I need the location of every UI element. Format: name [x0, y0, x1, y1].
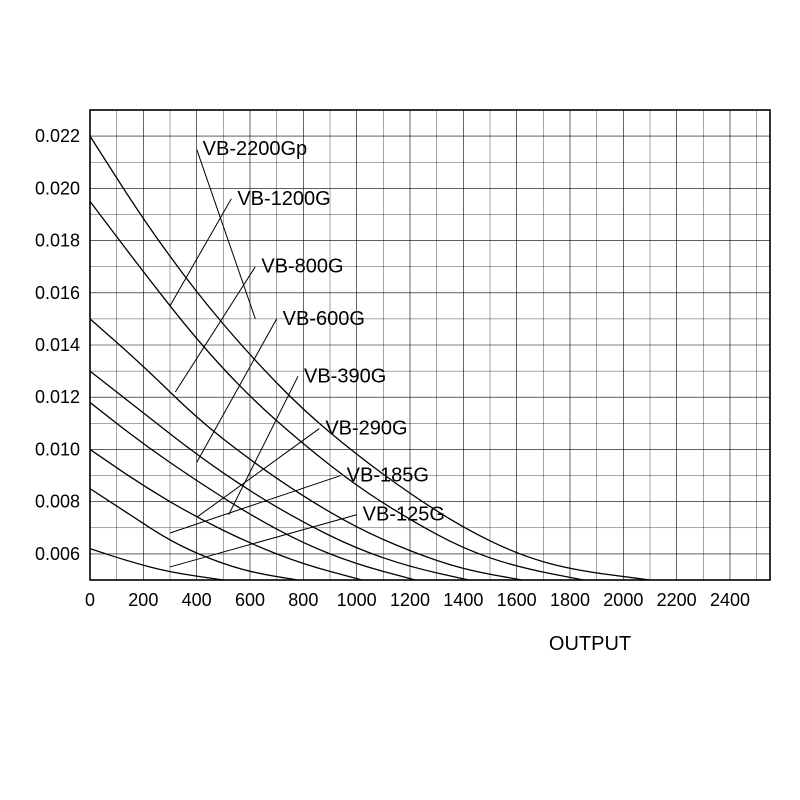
x-tick-label: 2200 [657, 590, 697, 610]
series-label: VB-600G [283, 308, 365, 330]
leader-VB-185G [170, 476, 341, 533]
x-tick-label: 1800 [550, 590, 590, 610]
y-tick-label: 0.020 [35, 178, 80, 198]
y-tick-label: 0.022 [35, 126, 80, 146]
x-tick-label: 600 [235, 590, 265, 610]
curve-VB-185G [90, 489, 298, 580]
x-tick-label: 1000 [337, 590, 377, 610]
x-tick-label: 0 [85, 590, 95, 610]
x-tick-label: 400 [182, 590, 212, 610]
series-label: VB-2200Gp [203, 138, 308, 160]
x-tick-label: 1600 [497, 590, 537, 610]
x-tick-label: 1200 [390, 590, 430, 610]
curve-VB-125G [90, 549, 223, 580]
y-tick-label: 0.006 [35, 544, 80, 564]
series-label: VB-1200G [237, 188, 330, 210]
leader-VB-290G [197, 429, 320, 518]
x-tick-label: 1400 [443, 590, 483, 610]
x-tick-label: 200 [128, 590, 158, 610]
series-label: VB-390G [304, 365, 386, 387]
series-label: VB-125G [363, 504, 445, 526]
y-tick-label: 0.012 [35, 387, 80, 407]
x-axis-label: OUTPUT [549, 633, 631, 655]
leader-VB-1200G [170, 199, 231, 306]
y-tick-label: 0.008 [35, 492, 80, 512]
leader-VB-800G [175, 267, 255, 392]
leader-VB-125G [170, 515, 357, 567]
series-label: VB-800G [261, 256, 343, 278]
chart-svg: 0 200 400 600 800 1000 1200 1400 1600 1800 2000 220… [0, 0, 800, 800]
x-tick-label: 2000 [603, 590, 643, 610]
y-tick-label: 0.016 [35, 283, 80, 303]
x-tick-label: 800 [288, 590, 318, 610]
series-label: VB-290G [325, 418, 407, 440]
performance-chart: 0 200 400 600 800 1000 1200 1400 1600 1800 2000 220… [0, 0, 800, 800]
y-tick-label: 0.010 [35, 439, 80, 459]
leader-VB-2200Gp [197, 149, 256, 319]
x-tick-label: 2400 [710, 590, 750, 610]
y-tick-label: 0.018 [35, 231, 80, 251]
y-tick-label: 0.014 [35, 335, 80, 355]
series-label: VB-185G [347, 465, 429, 487]
